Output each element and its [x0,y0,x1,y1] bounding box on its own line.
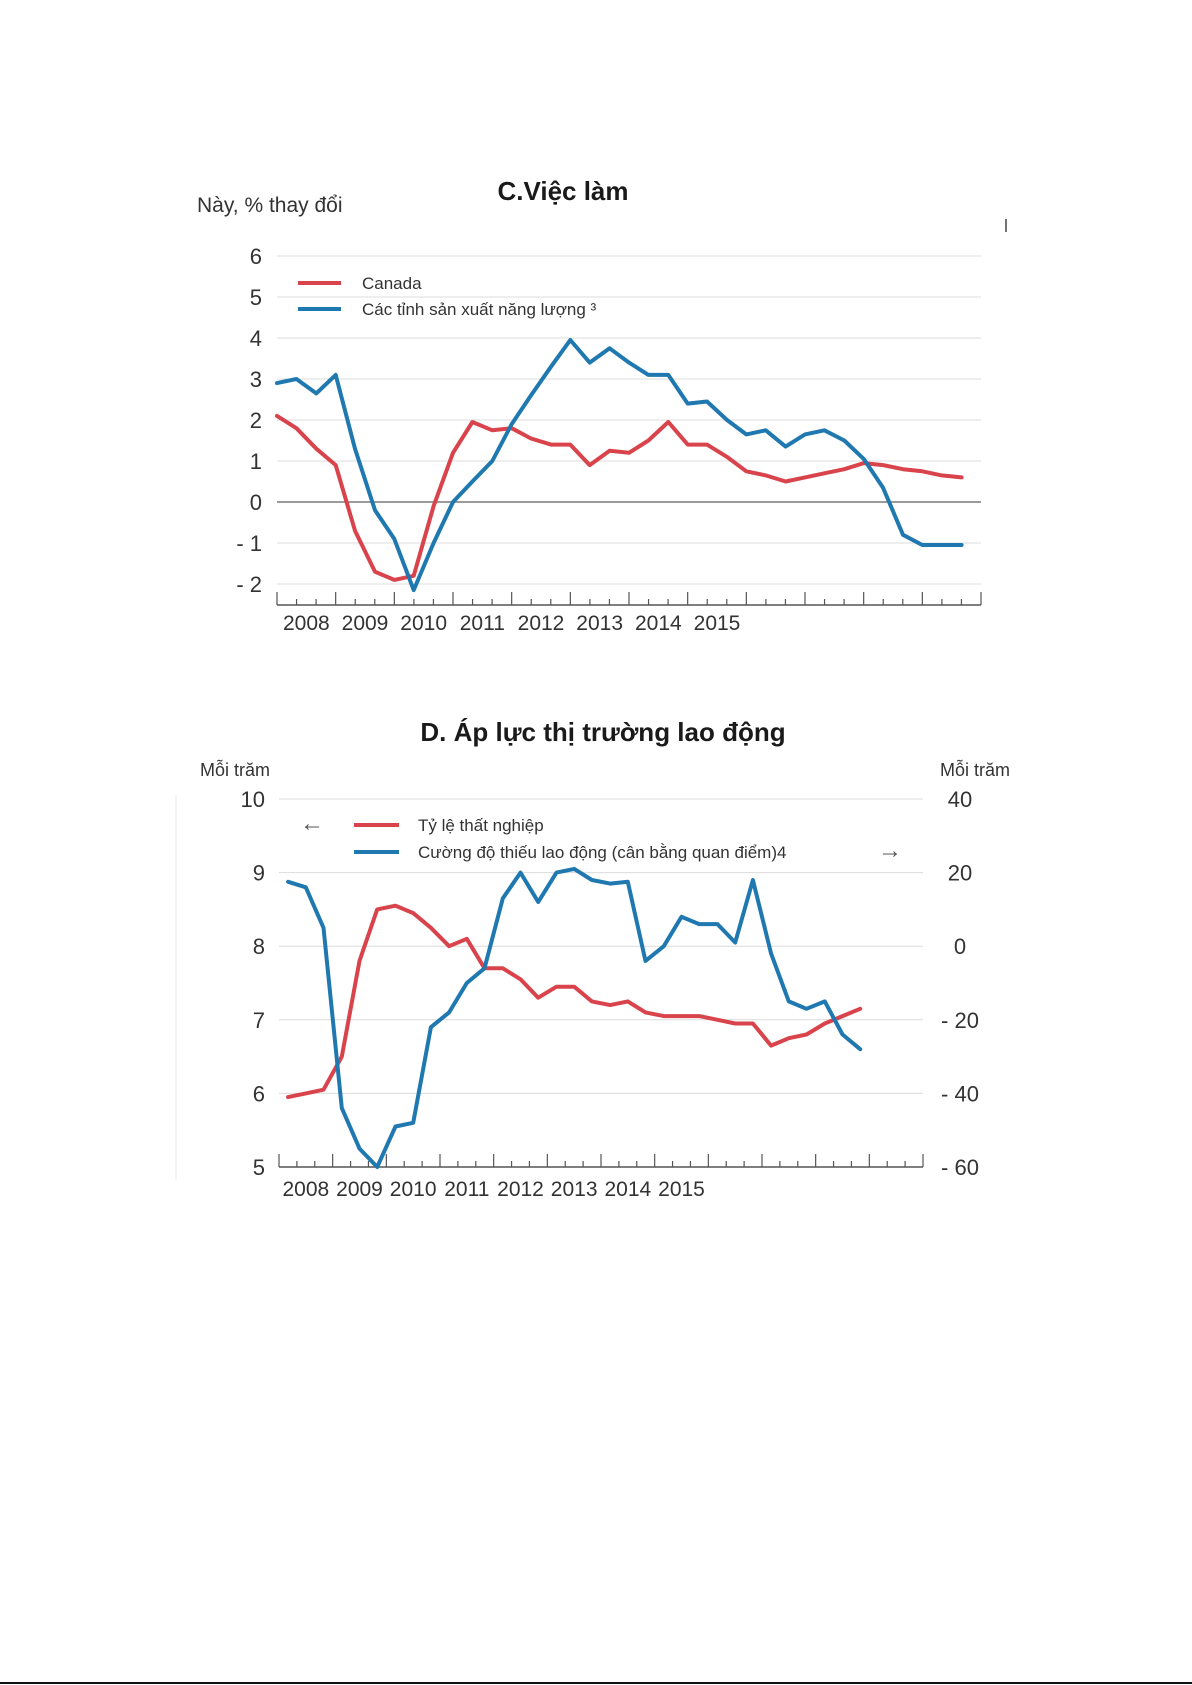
chart-c-x-tick-label: 2012 [518,612,565,635]
chart-d-x-tick-label: 2008 [282,1178,329,1201]
chart-d-series-labour-shortage-line [286,866,863,1169]
chart-c-y-tick-label: - 2 [236,572,262,597]
chart-c-series-energy-provinces-line [275,338,964,593]
chart-d-x-tick-label: 2011 [444,1178,489,1201]
chart-d-left-tick-label: 9 [253,861,265,886]
chart-d-left-tick-label: 8 [253,934,265,959]
chart-d-right-tick-label: 20 [948,861,972,886]
chart-c-y-tick-label: 5 [250,285,262,310]
chart-d-right-axis-label: Mỗi trăm [940,759,1010,780]
chart-d-legend-left-arrow: ← [300,810,324,837]
chart-c-x-tick-label: 2013 [576,612,623,635]
chart-c-series-canada-line [275,413,964,582]
chart-d-left-tick-label: 10 [241,787,265,812]
chart-d-right-tick-label: - 20 [941,1008,979,1033]
chart-c-title: C.Việc làm [497,176,628,206]
chart-d-right-tick-label: - 40 [941,1081,979,1106]
chart-c-x-tick-label: 2015 [694,612,741,635]
chart-c-y-axis-label: Này, % thay đổi [197,194,343,217]
chart-d-right-tick-label: 40 [948,787,972,812]
chart-d-series-unemployment-line [286,903,863,1100]
chart-c-y-tick-label: 0 [250,490,262,515]
chart-c-y-tick-label: 4 [250,326,262,351]
chart-d-legend-label: Cường độ thiếu lao động (cân bằng quan đ… [418,843,786,862]
chart-c-x-tick-label: 2008 [283,612,330,635]
page-bottom-rule [0,1682,1192,1684]
chart-d-left-tick-label: 5 [253,1155,265,1180]
chart-d-legend-label: Tỷ lệ thất nghiệp [418,816,544,835]
chart-d-x-tick-label: 2014 [604,1178,651,1201]
chart-c-x-tick-label: 2014 [635,612,682,635]
chart-d-title: D. Áp lực thị trường lao động [420,717,785,747]
chart-c-y-tick-label: 3 [250,367,262,392]
chart-d-right-tick-label: 0 [954,934,966,959]
chart-d-x-tick-label: 2013 [551,1178,598,1201]
chart-c-x-tick-label: 2011 [460,612,505,635]
chart-d-left-tick-label: 7 [253,1008,265,1033]
chart-d-right-tick-label: - 60 [941,1155,979,1180]
chart-c-y-tick-label: 2 [250,408,262,433]
chart-c-x-tick-label: 2009 [342,612,389,635]
chart-c-legend-label: Canada [362,274,422,293]
chart-c-y-tick-label: 6 [250,244,262,269]
chart-c-y-tick-label: 1 [250,449,262,474]
chart-d-x-tick-label: 2010 [390,1178,437,1201]
chart-d-left-axis-label: Mỗi trăm [200,759,270,780]
chart-c-legend-label: Các tỉnh sản xuất năng lượng ³ [362,300,597,319]
chart-d-x-tick-label: 2012 [497,1178,544,1201]
chart-c-x-tick-label: 2010 [400,612,447,635]
chart-d-legend-right-arrow: → [878,837,902,864]
chart-d-left-tick-label: 6 [253,1081,265,1106]
chart-d-x-tick-label: 2015 [658,1178,705,1201]
chart-c-y-tick-label: - 1 [236,531,262,556]
chart-d-x-tick-label: 2009 [336,1178,383,1201]
